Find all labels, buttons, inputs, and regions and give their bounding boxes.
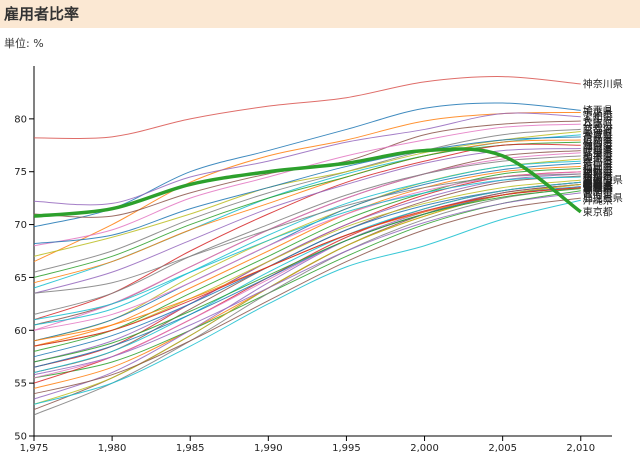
chart-title: 雇用者比率 [4,5,80,23]
series-label: 青森県 [583,181,613,194]
series-label: 宮崎県 [583,186,613,199]
x-tick-label: 2,005 [488,443,517,454]
series-line [33,179,581,347]
series-label: 長野県 [583,168,613,180]
unit-label: 単位: % [4,37,44,50]
series-label: 岐阜県 [583,144,613,157]
y-tick-label: 60 [14,326,27,337]
series-label: 福岡県 [583,136,613,149]
title-bar: 雇用者比率 [0,0,640,28]
series-label: 茨城県 [583,153,613,166]
series-label: 京都府 [583,123,613,136]
series-label: 鳥取県 [583,176,613,189]
series-label: 秋田県 [583,178,613,191]
series-line [33,197,581,395]
series-line [33,128,581,273]
series-label: 宮城県 [583,128,613,141]
x-tick-label: 1,975 [20,443,49,454]
series-line [33,176,581,321]
series-label: 群馬県 [583,155,613,168]
series-lines [33,76,582,416]
series-label: 三重県 [583,146,613,159]
series-line [33,173,581,363]
x-tick-label: 1,985 [176,443,205,454]
series-line [33,134,581,289]
series-label: 長崎県 [583,181,613,194]
series-label: 栃木県 [583,149,613,162]
series-line [33,187,581,416]
series-line [33,187,581,347]
series-label: 滋賀県 [583,139,613,152]
series-label: 和歌山県 [583,174,623,187]
series-line [33,76,581,140]
series-line [33,155,581,315]
series-label: 千葉県 [583,106,613,119]
axes: 50 55 60 65 70 75 80 1,975 1,980 1,985 1,990 1,995 2… [14,66,612,454]
series-label: 静岡県 [583,142,613,155]
series-label: 愛媛県 [583,176,613,189]
series-line [33,181,581,374]
series-label: 佐賀県 [583,181,613,193]
y-tick-label: 55 [14,379,27,390]
series-label: 奈良県 [583,130,613,143]
series-label: 岡山県 [583,166,613,178]
series-label: 福島県 [583,176,613,189]
series-line [33,160,581,326]
series-line [33,147,582,218]
series-label: 山口県 [583,168,613,180]
series-line [33,165,581,347]
series-label: 大阪府 [583,114,613,127]
y-tick-label: 65 [14,273,27,284]
y-tick-label: 80 [14,114,27,125]
series-label: 島根県 [583,178,613,191]
series-line [33,136,581,245]
x-tick-label: 2,000 [410,443,439,454]
x-tick-label: 1,990 [254,443,283,454]
series-line [33,141,581,278]
series-label: 山梨県 [583,165,613,178]
series-label: 香川県 [583,172,613,184]
series-label: 鹿児島県 [583,192,623,205]
series-label: 石川県 [583,161,613,173]
y-tick-label: 70 [14,220,27,231]
series-label: 岩手県 [583,181,613,194]
series-label: 東京都 [583,205,613,218]
series-label: 徳島県 [583,178,613,191]
series-label: 新潟県 [583,169,613,182]
x-tick-label: 1,995 [332,443,361,454]
series-line [33,112,581,206]
series-label: 愛知県 [583,110,613,123]
series-label: 熊本県 [583,182,613,195]
series-label: 沖縄県 [583,194,613,207]
series-label: 神奈川県 [583,77,623,90]
series-label: 福井県 [583,162,613,175]
series-line [33,173,581,294]
series-label: 高知県 [583,184,613,197]
series-label: 埼玉県 [583,104,613,117]
x-tick-label: 2,010 [566,443,595,454]
series-line [33,188,581,363]
series-line [33,139,581,284]
y-tick-label: 75 [14,167,27,178]
series-line [33,112,581,263]
y-tick-label: 50 [14,432,27,443]
series-label: 兵庫県 [583,118,613,131]
series-label: 大分県 [583,181,613,194]
series-label: 山形県 [583,179,613,191]
series-line [33,181,581,384]
series-line [33,192,581,376]
series-label: 富山県 [583,157,613,170]
series-label: 広島県 [583,134,613,147]
series-line [33,199,581,405]
x-tick-label: 1,980 [98,443,127,454]
series-label: 北海道 [583,125,613,138]
series-line [33,162,581,342]
